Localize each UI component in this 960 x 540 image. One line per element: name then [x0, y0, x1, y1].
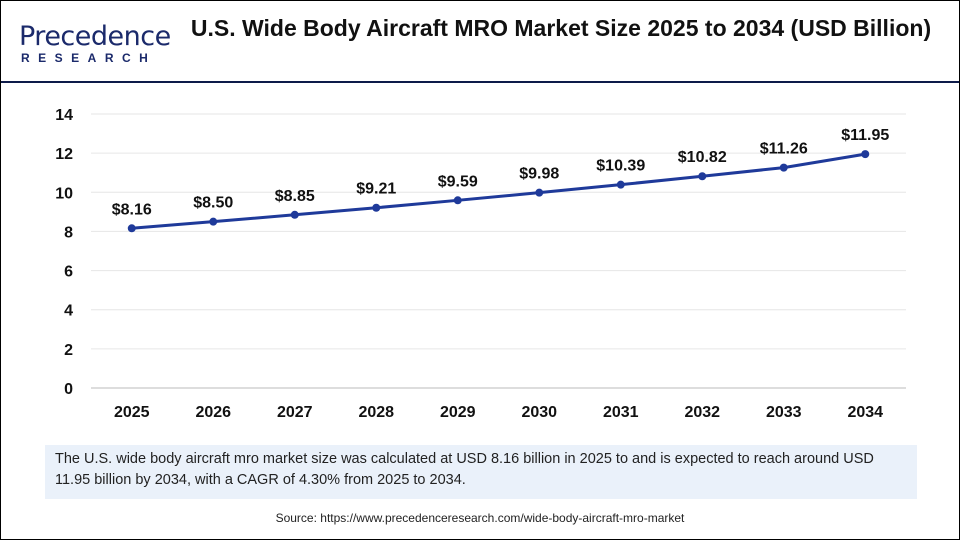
x-tick-label: 2028 — [358, 404, 394, 421]
y-tick-label: 0 — [64, 381, 73, 398]
data-label: $10.82 — [678, 149, 727, 166]
data-point — [616, 180, 625, 189]
data-point — [372, 203, 381, 212]
x-tick-label: 2032 — [684, 404, 720, 421]
data-label: $11.95 — [841, 127, 889, 144]
logo: Precedence RESEARCH — [19, 21, 171, 66]
x-tick-label: 2029 — [440, 404, 476, 421]
y-tick-label: 2 — [64, 342, 73, 359]
data-point — [861, 150, 870, 159]
data-label: $8.85 — [275, 188, 315, 205]
logo-subtext: RESEARCH — [21, 51, 157, 65]
data-label: $11.26 — [760, 141, 808, 158]
y-tick-label: 12 — [55, 146, 73, 163]
x-tick-label: 2034 — [847, 404, 883, 421]
data-point — [535, 188, 544, 197]
data-label: $9.21 — [356, 181, 396, 198]
x-tick-label: 2027 — [277, 404, 313, 421]
data-label: $10.39 — [596, 158, 645, 175]
caption: The U.S. wide body aircraft mro market s… — [45, 445, 917, 499]
data-label: $9.59 — [438, 173, 478, 190]
header-divider — [1, 81, 959, 83]
data-point — [779, 163, 788, 172]
y-tick-label: 10 — [55, 185, 73, 202]
series-line — [131, 152, 866, 230]
y-tick-label: 6 — [64, 264, 73, 281]
x-tick-label: 2025 — [114, 404, 150, 421]
data-point — [698, 172, 707, 181]
y-tick-label: 8 — [64, 224, 73, 241]
data-point — [127, 224, 136, 233]
source-text: Source: https://www.precedenceresearch.c… — [275, 511, 685, 525]
data-label: $8.16 — [112, 201, 152, 218]
data-point — [453, 196, 462, 205]
data-label: $8.50 — [193, 195, 233, 212]
x-tick-label: 2026 — [195, 404, 231, 421]
line-chart: 0 2 4 6 8 10 12 14 2025 2026 2027 2028 2029 2030 2031 2… — [55, 107, 906, 421]
data-label: $9.98 — [519, 166, 559, 183]
data-point — [209, 217, 218, 226]
x-tick-label: 2031 — [603, 404, 639, 421]
y-tick-label: 4 — [64, 303, 73, 320]
x-tick-label: 2033 — [766, 404, 802, 421]
x-tick-label: 2030 — [521, 404, 557, 421]
chart-title: U.S. Wide Body Aircraft MRO Market Size … — [190, 15, 932, 41]
y-tick-label: 14 — [55, 107, 73, 124]
data-point — [290, 210, 299, 219]
logo-text: Precedence — [19, 21, 171, 52]
